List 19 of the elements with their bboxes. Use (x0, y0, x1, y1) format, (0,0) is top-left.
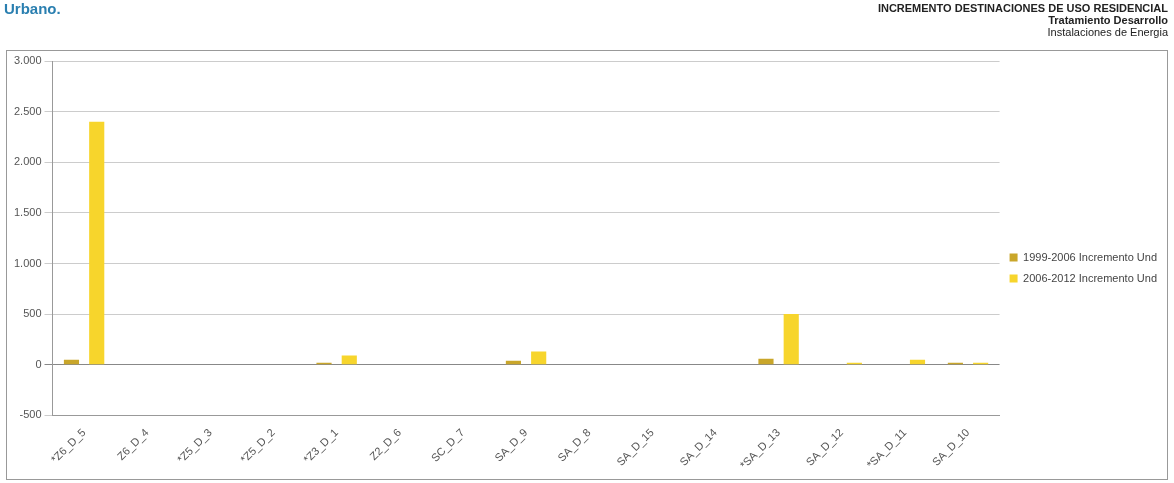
legend-label: 1999-2006 Incremento Und (1023, 250, 1158, 263)
text: Instalaciones de Energia (1046, 26, 1168, 38)
y-tick-label: 0 (35, 357, 42, 370)
y-tick-label: 1.500 (14, 205, 42, 218)
text: Urbano. (4, 0, 61, 17)
y-tick-label: -500 (19, 408, 42, 421)
text: Tratamiento Desarrollo (1047, 14, 1168, 26)
bar (758, 358, 774, 365)
bar (89, 121, 105, 365)
bar (783, 314, 799, 365)
y-tick-label: 1.000 (14, 256, 42, 269)
bar (341, 355, 357, 365)
bar (531, 351, 547, 365)
legend-label: 2006-2012 Incremento Und (1023, 271, 1158, 284)
y-tick-label: 2.000 (14, 155, 42, 168)
text: INCREMENTO DESTINACIONES DE USO RESIDENCIAL (877, 2, 1168, 14)
y-tick-label: 3.000 (14, 54, 42, 67)
y-tick-label: 500 (23, 307, 42, 320)
y-tick-label: 2.500 (14, 104, 42, 117)
